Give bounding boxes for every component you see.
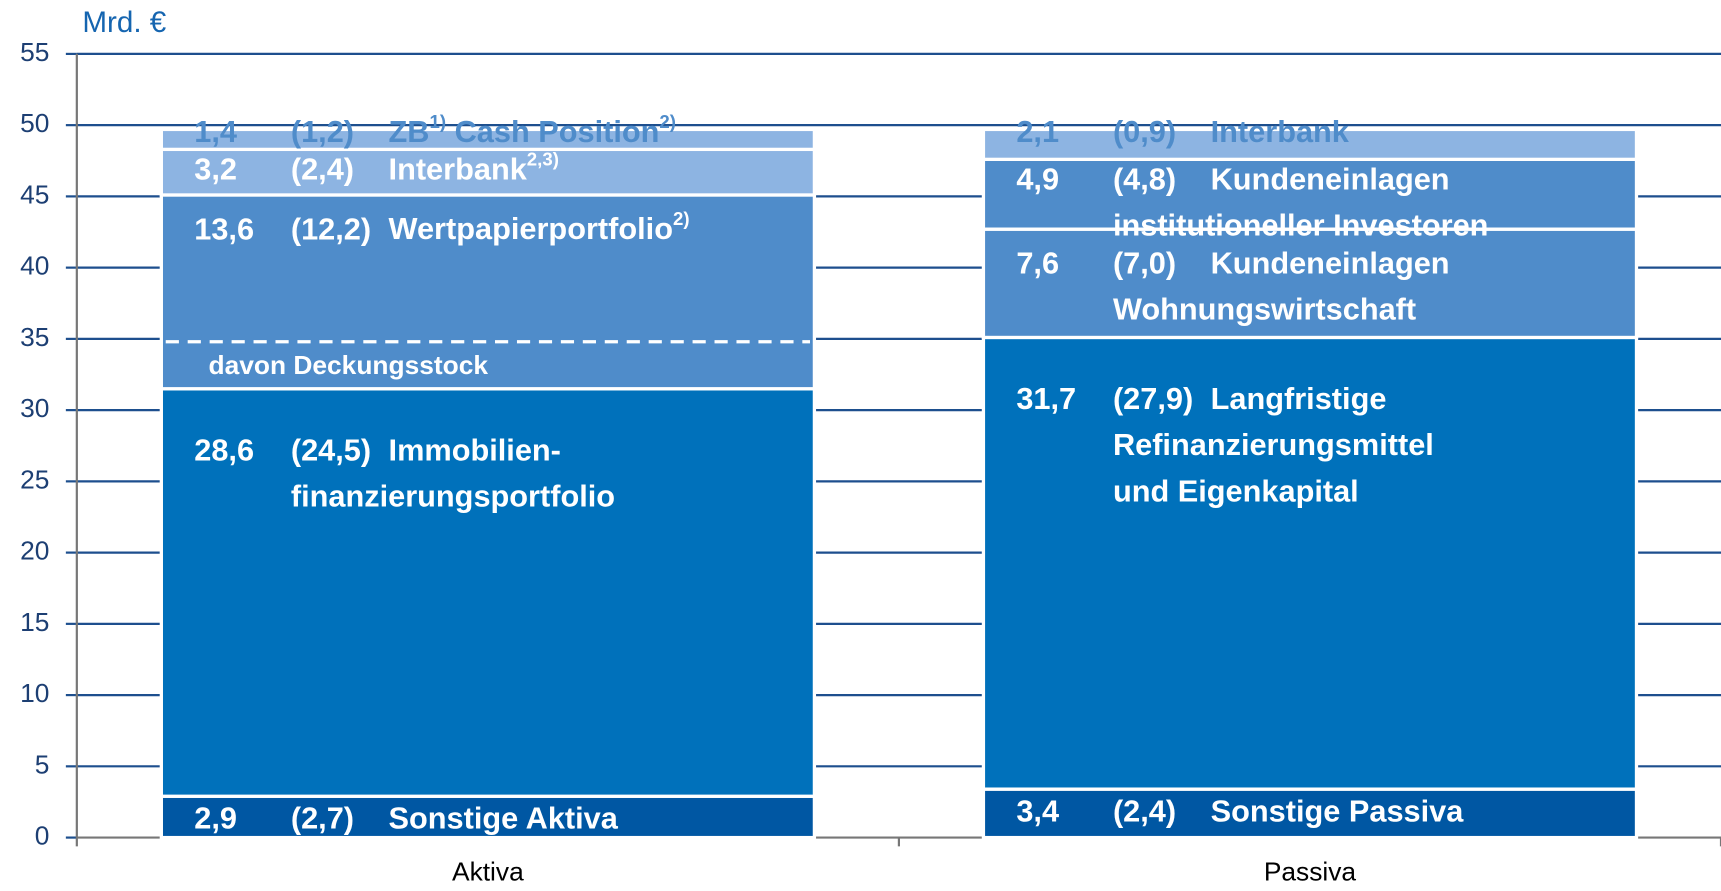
- segment-label: institutioneller Investoren: [1113, 208, 1489, 243]
- bar-segment: [981, 157, 1639, 231]
- value-label: 4,9: [1016, 161, 1059, 196]
- superscript: 2): [659, 111, 676, 132]
- label-text: ZB: [389, 114, 430, 149]
- bar-segment: [159, 127, 817, 152]
- y-tick-label: 20: [20, 536, 49, 566]
- label-text: Kundeneinlagen: [1211, 246, 1450, 281]
- prior-label: (24,5): [291, 433, 371, 468]
- label-text: Cash Position: [446, 114, 659, 149]
- segment-label: und Eigenkapital: [1113, 473, 1359, 508]
- value-label: 13,6: [194, 211, 254, 246]
- label-text: Refinanzierungsmittel: [1113, 427, 1434, 462]
- prior-label: (4,8): [1113, 161, 1176, 196]
- y-tick-label: 25: [20, 464, 49, 494]
- label-text: finanzierungsportfolio: [291, 479, 615, 514]
- prior-label: (2,4): [1113, 793, 1176, 828]
- label-text: und Eigenkapital: [1113, 473, 1359, 508]
- segment-label: Interbank: [1211, 114, 1350, 149]
- prior-label: (1,2): [291, 114, 354, 149]
- segment-label: Kundeneinlagen: [1211, 246, 1450, 281]
- bar-segment: [981, 227, 1639, 340]
- segment-label: Immobilien-: [389, 433, 561, 468]
- segment-label: finanzierungsportfolio: [291, 479, 615, 514]
- label-text: Kundeneinlagen: [1211, 161, 1450, 196]
- y-tick-label: 35: [20, 322, 49, 352]
- bar-segment: [981, 787, 1639, 840]
- segment-label: Sonstige Passiva: [1211, 793, 1465, 828]
- label-text: Interbank: [1211, 114, 1350, 149]
- segment-label: ZB1) Cash Position2): [389, 111, 676, 149]
- prior-label: (27,9): [1113, 381, 1193, 416]
- prior-label: (2,4): [291, 151, 354, 186]
- y-tick-label: 50: [20, 108, 49, 138]
- label-text: Wertpapierportfolio: [389, 211, 673, 246]
- sub-label: davon Deckungsstock: [209, 350, 489, 380]
- prior-label: (0,9): [1113, 114, 1176, 149]
- bar-segment: [159, 193, 817, 391]
- y-axis-label: Mrd. €: [82, 6, 166, 39]
- label-text: Interbank: [389, 151, 528, 186]
- segment-label: Wertpapierportfolio2): [389, 209, 690, 247]
- segment-label: Kundeneinlagen: [1211, 161, 1450, 196]
- label-text: Wohnungswirtschaft: [1113, 292, 1416, 327]
- x-tick-label: Passiva: [1264, 857, 1357, 886]
- y-tick-label: 30: [20, 393, 49, 423]
- prior-label: (12,2): [291, 211, 371, 246]
- superscript: 2,3): [527, 149, 559, 170]
- value-label: 2,1: [1016, 114, 1059, 149]
- value-label: 7,6: [1016, 246, 1059, 281]
- bar-segment: [981, 127, 1639, 161]
- segment-label: Wohnungswirtschaft: [1113, 292, 1416, 327]
- label-text: Immobilien-: [389, 433, 561, 468]
- y-tick-label: 10: [20, 678, 49, 708]
- bar-segment: [159, 794, 817, 840]
- label-text: Sonstige Aktiva: [389, 801, 619, 836]
- prior-label: (2,7): [291, 801, 354, 836]
- value-label: 1,4: [194, 114, 237, 149]
- y-tick-label: 45: [20, 179, 49, 209]
- label-text: Sonstige Passiva: [1211, 793, 1465, 828]
- label-text: Langfristige: [1211, 381, 1387, 416]
- y-tick-label: 15: [20, 607, 49, 637]
- y-tick-label: 5: [35, 749, 50, 779]
- value-label: 31,7: [1016, 381, 1076, 416]
- segment-label: Langfristige: [1211, 381, 1387, 416]
- y-tick-label: 0: [35, 821, 50, 851]
- value-label: 3,4: [1016, 793, 1059, 828]
- bar-segment: [159, 147, 817, 197]
- segment-label: Interbank2,3): [389, 149, 559, 187]
- value-label: 28,6: [194, 433, 254, 468]
- superscript: 1): [429, 111, 446, 132]
- segment-label: Refinanzierungsmittel: [1113, 427, 1434, 462]
- x-tick-label: Aktiva: [452, 857, 524, 886]
- bar-segment: [981, 335, 1639, 791]
- y-tick-label: 55: [20, 37, 49, 67]
- segment-label: Sonstige Aktiva: [389, 801, 619, 836]
- prior-label: (7,0): [1113, 246, 1176, 281]
- superscript: 2): [673, 209, 690, 230]
- bar-segment: [159, 387, 817, 798]
- value-label: 3,2: [194, 151, 237, 186]
- y-tick-label: 40: [20, 251, 49, 281]
- label-text: institutioneller Investoren: [1113, 208, 1489, 243]
- value-label: 2,9: [194, 801, 237, 836]
